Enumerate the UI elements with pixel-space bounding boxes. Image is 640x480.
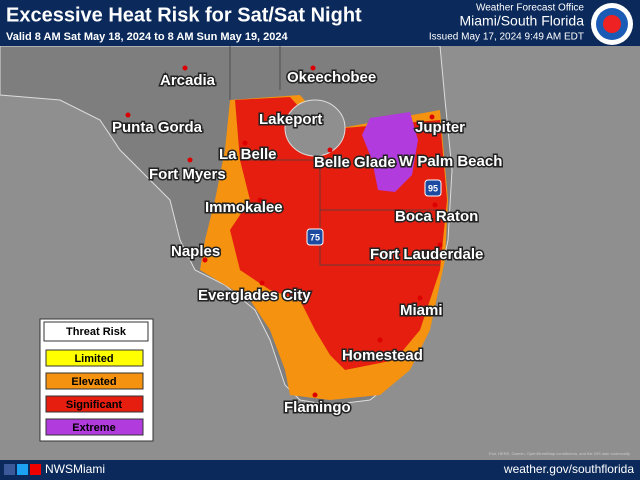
city-label: Boca Raton (395, 208, 478, 225)
legend-title: Threat Risk (66, 326, 127, 338)
highway-shield: 75 (306, 228, 324, 246)
legend-item: Extreme (72, 422, 115, 434)
city-label: Fort Lauderdale (370, 246, 483, 263)
social-handle[interactable]: NWSMiami (45, 462, 105, 476)
facebook-icon[interactable] (4, 464, 15, 475)
city-label: Arcadia (160, 72, 216, 89)
city-label: Flamingo (284, 399, 351, 416)
city-label: La Belle (219, 146, 277, 163)
attribution: Esri, HERE, Garmin, OpenStreetMap contri… (489, 451, 630, 456)
lake-okeechobee (284, 99, 346, 157)
legend-item: Significant (66, 399, 123, 411)
legend-item: Elevated (71, 376, 116, 388)
office-name: Miami/South Florida (460, 13, 585, 29)
issued-time: Issued May 17, 2024 9:49 AM EDT (429, 32, 584, 43)
county-lines (229, 46, 445, 266)
city-label: Belle Glade (314, 154, 396, 171)
title: Excessive Heat Risk for Sat/Sat Night (6, 4, 362, 26)
extreme-area (362, 112, 418, 192)
city-label: Fort Myers (149, 166, 226, 183)
header-bar (0, 0, 640, 46)
valid-time: Valid 8 AM Sat May 18, 2024 to 8 AM Sun … (6, 31, 289, 43)
city-label: Naples (171, 243, 220, 260)
highway-label: 75 (310, 232, 320, 242)
city-label: W Palm Beach (399, 153, 502, 170)
footer-bar (0, 460, 640, 480)
twitter-icon[interactable] (17, 464, 28, 475)
city-label: Jupiter (415, 119, 465, 136)
city-label: Homestead (342, 347, 423, 364)
city-label: Everglades City (198, 287, 311, 304)
youtube-icon[interactable] (30, 464, 41, 475)
city-label: Lakeport (259, 111, 322, 128)
nws-logo (591, 3, 633, 45)
city-label: Punta Gorda (112, 119, 203, 136)
city-label: Okeechobee (287, 69, 376, 86)
city-label: Immokalee (205, 199, 283, 216)
website-link[interactable]: weather.gov/southflorida (503, 462, 634, 476)
office-label: Weather Forecast Office (476, 3, 584, 14)
highway-label: 95 (428, 183, 438, 193)
legend: Threat Risk Limited Elevated Significant… (39, 318, 154, 442)
legend-item: Limited (74, 353, 113, 365)
city-label: Miami (400, 302, 443, 319)
highway-shield: 95 (424, 179, 442, 197)
